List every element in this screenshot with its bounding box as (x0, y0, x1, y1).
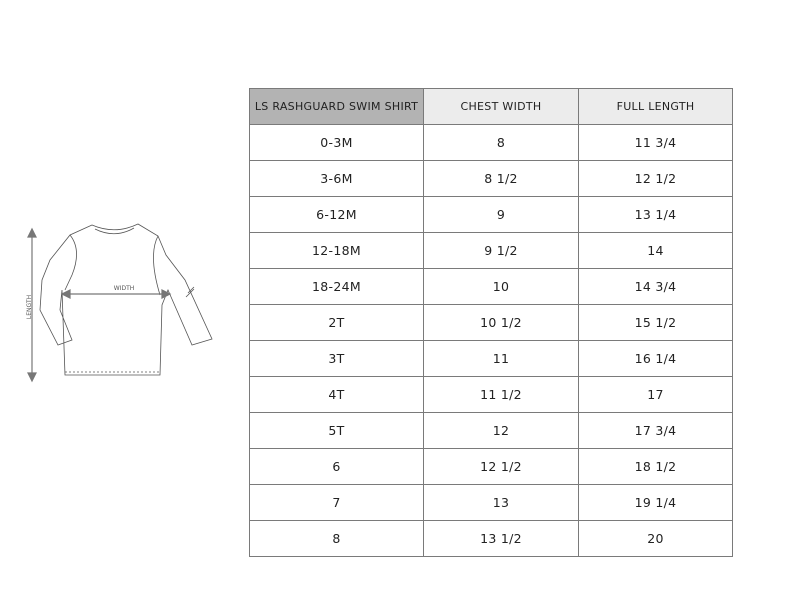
full-length-cell: 18 1/2 (578, 448, 733, 485)
table-row: 7 13 19 1/4 (249, 484, 733, 521)
width-label: WIDTH (114, 285, 135, 292)
chest-width-cell: 13 (423, 484, 579, 521)
size-cell: 6 (249, 448, 424, 485)
full-length-cell: 17 (578, 376, 733, 413)
size-cell: 7 (249, 484, 424, 521)
full-length-cell: 11 3/4 (578, 124, 733, 161)
size-cell: 18-24M (249, 268, 424, 305)
table-row: 5T 12 17 3/4 (249, 412, 733, 449)
chest-width-cell: 10 (423, 268, 579, 305)
table-row: 18-24M 10 14 3/4 (249, 268, 733, 305)
table-row: 6 12 1/2 18 1/2 (249, 448, 733, 485)
size-cell: 6-12M (249, 196, 424, 233)
table-header-row: LS RASHGUARD SWIM SHIRT CHEST WIDTH FULL… (249, 88, 733, 125)
chest-width-cell: 12 1/2 (423, 448, 579, 485)
full-length-cell: 17 3/4 (578, 412, 733, 449)
size-cell: 12-18M (249, 232, 424, 269)
size-cell: 0-3M (249, 124, 424, 161)
full-length-cell: 20 (578, 520, 733, 557)
chest-width-cell: 11 (423, 340, 579, 377)
table-row: 8 13 1/2 20 (249, 520, 733, 557)
full-length-cell: 14 3/4 (578, 268, 733, 305)
full-length-cell: 13 1/4 (578, 196, 733, 233)
full-length-cell: 12 1/2 (578, 160, 733, 197)
full-length-cell: 15 1/2 (578, 304, 733, 341)
shirt-outline (39, 223, 213, 376)
size-cell: 3T (249, 340, 424, 377)
header-size: LS RASHGUARD SWIM SHIRT (249, 88, 424, 125)
table-row: 3-6M 8 1/2 12 1/2 (249, 160, 733, 197)
chest-width-cell: 13 1/2 (423, 520, 579, 557)
size-chart-table: LS RASHGUARD SWIM SHIRT CHEST WIDTH FULL… (249, 88, 733, 557)
chest-width-cell: 11 1/2 (423, 376, 579, 413)
header-full-length: FULL LENGTH (578, 88, 733, 125)
chest-width-cell: 8 1/2 (423, 160, 579, 197)
table-row: 6-12M 9 13 1/4 (249, 196, 733, 233)
table-row: 12-18M 9 1/2 14 (249, 232, 733, 269)
table-row: 3T 11 16 1/4 (249, 340, 733, 377)
header-chest-width: CHEST WIDTH (423, 88, 579, 125)
size-cell: 2T (249, 304, 424, 341)
size-cell: 5T (249, 412, 424, 449)
shirt-diagram: LENGTH WIDTH (26, 223, 213, 383)
length-label: LENGTH (26, 295, 33, 319)
full-length-cell: 16 1/4 (578, 340, 733, 377)
full-length-cell: 19 1/4 (578, 484, 733, 521)
table-row: 4T 11 1/2 17 (249, 376, 733, 413)
size-cell: 8 (249, 520, 424, 557)
full-length-cell: 14 (578, 232, 733, 269)
chest-width-cell: 9 (423, 196, 579, 233)
table-row: 0-3M 8 11 3/4 (249, 124, 733, 161)
chest-width-cell: 8 (423, 124, 579, 161)
table-row: 2T 10 1/2 15 1/2 (249, 304, 733, 341)
size-cell: 3-6M (249, 160, 424, 197)
chest-width-cell: 12 (423, 412, 579, 449)
chest-width-cell: 9 1/2 (423, 232, 579, 269)
chest-width-cell: 10 1/2 (423, 304, 579, 341)
size-cell: 4T (249, 376, 424, 413)
